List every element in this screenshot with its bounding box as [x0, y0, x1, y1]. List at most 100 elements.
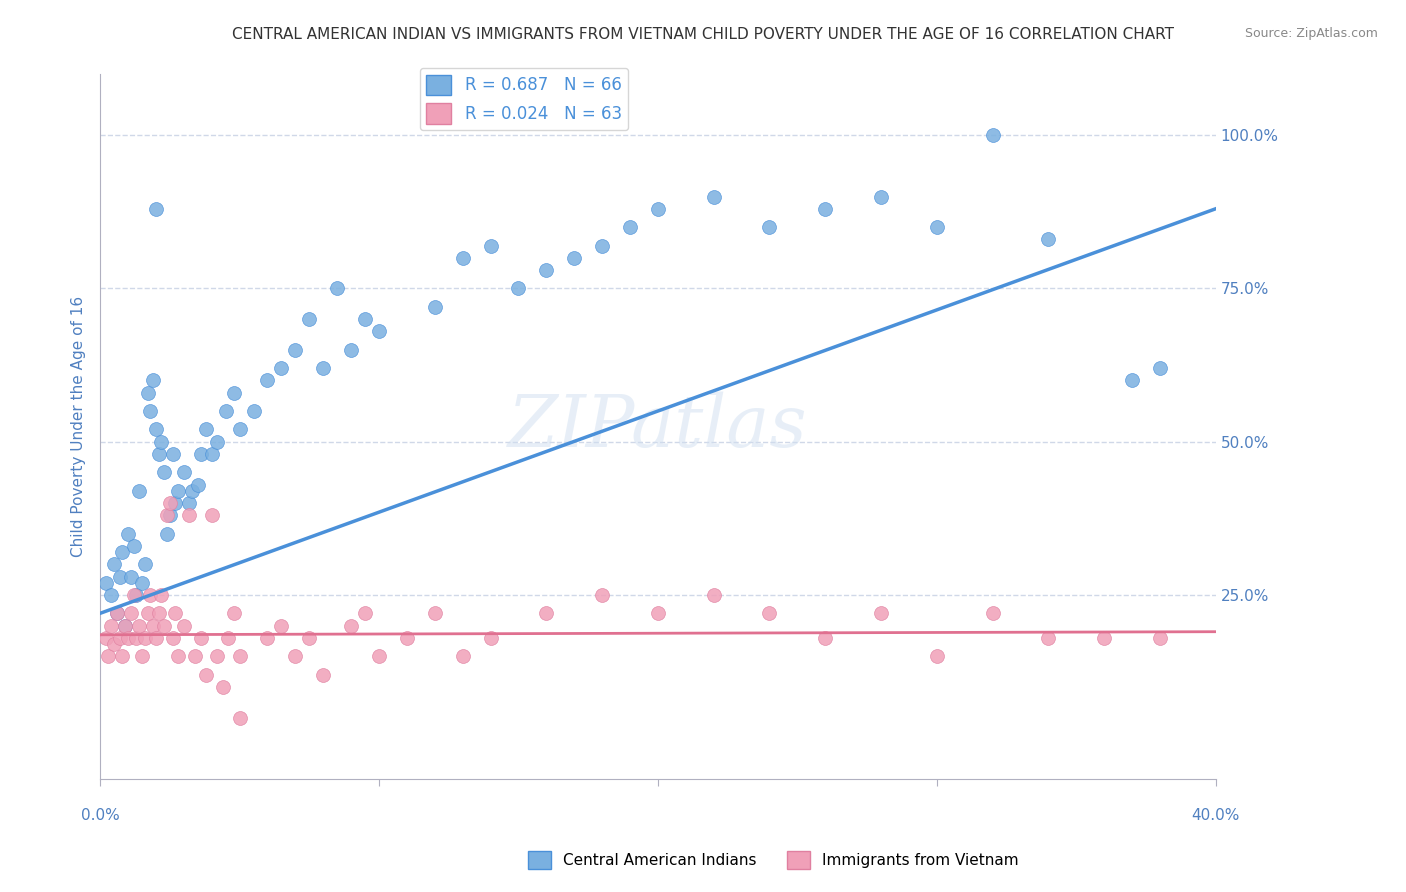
- Point: [228, 649, 250, 664]
- Point: [128, 483, 150, 498]
- Point: [114, 618, 136, 632]
- Point: [162, 631, 184, 645]
- Point: [326, 281, 349, 295]
- Point: [354, 607, 377, 621]
- Text: ZIPatlas: ZIPatlas: [508, 391, 807, 462]
- Point: [103, 558, 125, 572]
- Point: [105, 607, 128, 621]
- Point: [195, 422, 218, 436]
- Text: CENTRAL AMERICAN INDIAN VS IMMIGRANTS FROM VIETNAM CHILD POVERTY UNDER THE AGE O: CENTRAL AMERICAN INDIAN VS IMMIGRANTS FR…: [232, 27, 1174, 42]
- Point: [284, 649, 307, 664]
- Point: [100, 588, 122, 602]
- Point: [148, 447, 170, 461]
- Point: [187, 477, 209, 491]
- Point: [814, 202, 837, 216]
- Point: [201, 447, 224, 461]
- Point: [190, 631, 212, 645]
- Point: [159, 508, 181, 523]
- Point: [190, 447, 212, 461]
- Point: [312, 361, 335, 376]
- Point: [179, 496, 201, 510]
- Point: [981, 128, 1004, 143]
- Point: [184, 649, 207, 664]
- Point: [222, 607, 245, 621]
- Point: [647, 607, 669, 621]
- Point: [117, 526, 139, 541]
- Point: [148, 607, 170, 621]
- Point: [1038, 232, 1060, 246]
- Point: [451, 649, 474, 664]
- Point: [423, 300, 446, 314]
- Point: [162, 447, 184, 461]
- Point: [340, 618, 363, 632]
- Point: [195, 667, 218, 681]
- Point: [153, 618, 176, 632]
- Point: [222, 385, 245, 400]
- Point: [94, 631, 117, 645]
- Point: [211, 680, 233, 694]
- Point: [619, 220, 641, 235]
- Point: [145, 202, 167, 216]
- Point: [111, 649, 134, 664]
- Point: [142, 373, 165, 387]
- Point: [508, 281, 530, 295]
- Point: [142, 618, 165, 632]
- Point: [179, 508, 201, 523]
- Point: [108, 569, 131, 583]
- Point: [368, 324, 391, 338]
- Point: [165, 496, 187, 510]
- Point: [340, 343, 363, 357]
- Point: [201, 508, 224, 523]
- Point: [284, 343, 307, 357]
- Point: [298, 312, 321, 326]
- Point: [925, 220, 948, 235]
- Point: [1149, 631, 1171, 645]
- Legend: R = 0.687   N = 66, R = 0.024   N = 63: R = 0.687 N = 66, R = 0.024 N = 63: [419, 68, 628, 130]
- Point: [451, 251, 474, 265]
- Point: [153, 466, 176, 480]
- Point: [150, 588, 173, 602]
- Point: [145, 422, 167, 436]
- Legend: Central American Indians, Immigrants from Vietnam: Central American Indians, Immigrants fro…: [522, 845, 1025, 875]
- Point: [156, 526, 179, 541]
- Point: [591, 238, 613, 252]
- Point: [242, 404, 264, 418]
- Point: [139, 588, 162, 602]
- Point: [312, 667, 335, 681]
- Point: [136, 385, 159, 400]
- Point: [214, 404, 236, 418]
- Point: [591, 588, 613, 602]
- Point: [479, 238, 502, 252]
- Point: [122, 539, 145, 553]
- Point: [1121, 373, 1143, 387]
- Point: [103, 637, 125, 651]
- Point: [395, 631, 418, 645]
- Point: [870, 607, 893, 621]
- Point: [1092, 631, 1115, 645]
- Point: [256, 373, 278, 387]
- Point: [981, 607, 1004, 621]
- Y-axis label: Child Poverty Under the Age of 16: Child Poverty Under the Age of 16: [72, 296, 86, 557]
- Point: [131, 649, 153, 664]
- Point: [1149, 361, 1171, 376]
- Point: [128, 618, 150, 632]
- Point: [925, 649, 948, 664]
- Point: [167, 483, 190, 498]
- Point: [114, 618, 136, 632]
- Point: [228, 422, 250, 436]
- Point: [97, 649, 120, 664]
- Point: [159, 496, 181, 510]
- Point: [117, 631, 139, 645]
- Point: [368, 649, 391, 664]
- Point: [125, 588, 148, 602]
- Point: [207, 434, 229, 449]
- Point: [181, 483, 204, 498]
- Point: [122, 588, 145, 602]
- Point: [139, 404, 162, 418]
- Point: [136, 607, 159, 621]
- Point: [354, 312, 377, 326]
- Point: [134, 631, 156, 645]
- Text: Source: ZipAtlas.com: Source: ZipAtlas.com: [1244, 27, 1378, 40]
- Point: [105, 607, 128, 621]
- Point: [270, 618, 292, 632]
